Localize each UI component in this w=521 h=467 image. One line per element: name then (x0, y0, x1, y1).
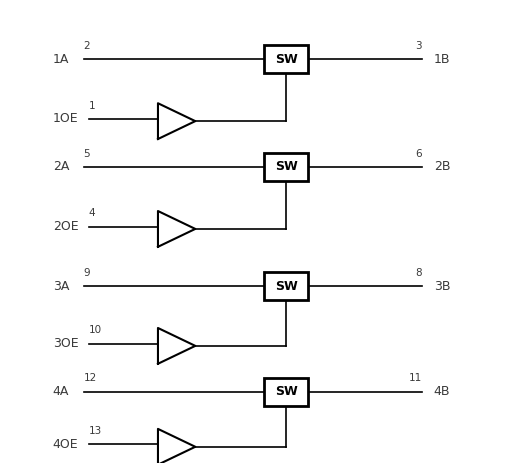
Text: 2: 2 (84, 41, 90, 51)
Text: 6: 6 (415, 149, 422, 159)
Text: SW: SW (275, 53, 297, 66)
Text: 10: 10 (89, 325, 102, 335)
FancyBboxPatch shape (264, 272, 308, 300)
Text: 9: 9 (84, 268, 90, 278)
Text: 4B: 4B (433, 385, 450, 398)
Text: 1A: 1A (53, 53, 69, 66)
Text: 2A: 2A (53, 161, 69, 174)
Text: 3B: 3B (433, 280, 450, 293)
FancyBboxPatch shape (264, 153, 308, 181)
Text: 3OE: 3OE (53, 337, 79, 350)
Text: 5: 5 (84, 149, 90, 159)
Text: 3A: 3A (53, 280, 69, 293)
Text: 4: 4 (89, 208, 95, 219)
Text: 13: 13 (89, 426, 102, 436)
Text: 11: 11 (409, 374, 422, 383)
Text: 2OE: 2OE (53, 220, 79, 233)
Text: SW: SW (275, 385, 297, 398)
Text: 3: 3 (415, 41, 422, 51)
Text: 4A: 4A (53, 385, 69, 398)
FancyBboxPatch shape (264, 45, 308, 73)
FancyBboxPatch shape (264, 378, 308, 405)
Text: SW: SW (275, 161, 297, 174)
Text: 1B: 1B (433, 53, 450, 66)
Text: 12: 12 (84, 374, 97, 383)
Text: 1: 1 (89, 100, 95, 111)
Text: 4OE: 4OE (53, 438, 79, 451)
Text: 8: 8 (415, 268, 422, 278)
Text: SW: SW (275, 280, 297, 293)
Text: 2B: 2B (433, 161, 450, 174)
Text: 1OE: 1OE (53, 113, 79, 125)
